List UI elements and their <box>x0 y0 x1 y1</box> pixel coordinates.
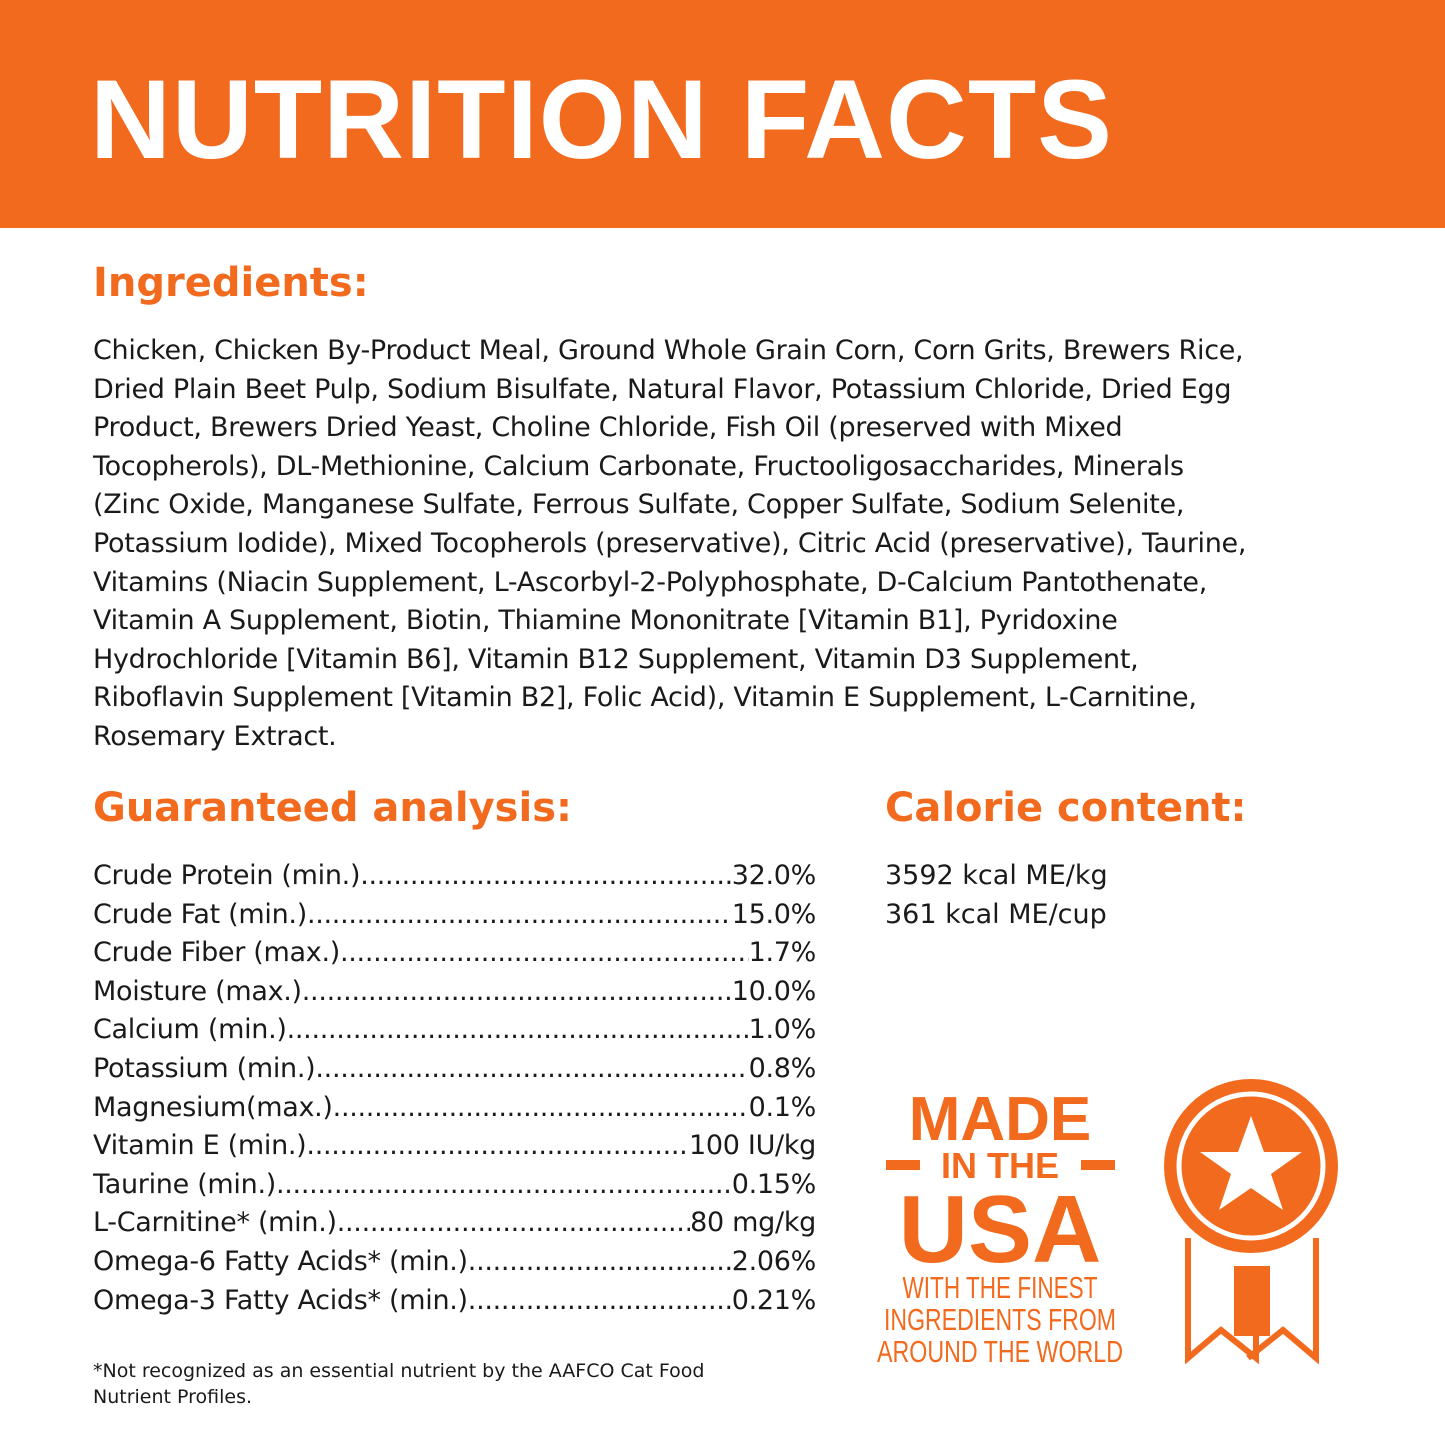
dot-leader <box>306 1127 689 1166</box>
analysis-value: 80 mg/kg <box>690 1207 816 1239</box>
analysis-row: Crude Fat (min.) 15.0% <box>93 896 816 935</box>
analysis-row: Crude Protein (min.) 32.0% <box>93 857 816 896</box>
analysis-label: Crude Fat (min.) <box>93 898 307 930</box>
analysis-row: Calcium (min.) 1.0% <box>93 1011 816 1050</box>
analysis-label: Moisture (max.) <box>93 975 302 1007</box>
dot-leader <box>333 1089 749 1128</box>
analysis-row: L-Carnitine* (min.) 80 mg/kg <box>93 1204 816 1243</box>
badge-dash-left <box>886 1160 920 1170</box>
analysis-label: Crude Fiber (max.) <box>93 937 340 969</box>
analysis-value: 0.21% <box>731 1284 816 1316</box>
analysis-label: L-Carnitine* (min.) <box>93 1207 337 1239</box>
ingredients-line: Vitamins (Niacin Supplement, L-Ascorbyl-… <box>93 566 1207 598</box>
calorie-heading: Calorie content: <box>885 785 1247 831</box>
analysis-value: 32.0% <box>731 860 816 891</box>
analysis-row: Omega-3 Fatty Acids* (min.) 0.21% <box>93 1282 816 1321</box>
ingredients-line: (Zinc Oxide, Manganese Sulfate, Ferrous … <box>93 489 1185 521</box>
analysis-row: Potassium (min.) 0.8% <box>93 1050 816 1089</box>
ingredients-line: Tocopherols), DL-Methionine, Calcium Car… <box>93 450 1184 482</box>
analysis-label: Calcium (min.) <box>93 1014 287 1046</box>
analysis-row: Taurine (min.) 0.15% <box>93 1166 816 1205</box>
analysis-label: Taurine (min.) <box>93 1168 276 1200</box>
analysis-label: Omega-3 Fatty Acids* (min.) <box>93 1284 468 1316</box>
made-in-usa-badge: MADE IN THE USA WITH THE FINEST INGREDIE… <box>877 1079 1338 1369</box>
calorie-per-kg: 3592 kcal ME/kg <box>885 860 1108 891</box>
badge-tagline-1: WITH THE FINEST <box>903 1270 1098 1305</box>
badge-tagline-3: AROUND THE WORLD <box>877 1334 1123 1369</box>
calorie-per-cup: 361 kcal ME/cup <box>885 898 1107 930</box>
analysis-row: Omega-6 Fatty Acids* (min.) 2.06% <box>93 1243 816 1282</box>
ingredients-line: Vitamin A Supplement, Biotin, Thiamine M… <box>93 605 1118 637</box>
analysis-value: 0.15% <box>731 1168 816 1200</box>
dot-leader <box>360 857 732 896</box>
dot-leader <box>302 973 732 1012</box>
ingredients-line: Product, Brewers Dried Yeast, Choline Ch… <box>93 412 1123 444</box>
footnote-line: *Not recognized as an essential nutrient… <box>93 1360 705 1382</box>
dot-leader <box>315 1050 748 1089</box>
ingredients-line: Chicken, Chicken By-Product Meal, Ground… <box>93 335 1244 366</box>
analysis-row: Moisture (max.) 10.0% <box>93 973 816 1012</box>
header-banner: NUTRITION FACTS <box>0 0 1445 228</box>
analysis-row: Crude Fiber (max.) 1.7% <box>93 934 816 973</box>
dot-leader <box>307 896 732 935</box>
dot-leader <box>287 1011 749 1050</box>
calorie-content: 3592 kcal ME/kg 361 kcal ME/cup <box>885 857 1108 934</box>
ingredients-line: Rosemary Extract. <box>93 720 337 752</box>
badge-made: MADE <box>909 1085 1092 1154</box>
analysis-value: 10.0% <box>731 975 816 1007</box>
dot-leader <box>276 1166 732 1205</box>
analysis-label: Omega-6 Fatty Acids* (min.) <box>93 1245 468 1277</box>
badge-usa: USA <box>899 1176 1102 1283</box>
analysis-value: 15.0% <box>731 898 816 930</box>
analysis-label: Potassium (min.) <box>93 1052 316 1084</box>
badge-dash-right <box>1081 1160 1115 1170</box>
footnote: *Not recognized as an essential nutrient… <box>93 1358 704 1410</box>
analysis-label: Magnesium(max.) <box>93 1091 333 1123</box>
ingredients-line: Hydrochloride [Vitamin B6], Vitamin B12 … <box>93 643 1139 675</box>
dot-leader <box>468 1243 732 1282</box>
analysis-label: Crude Protein (min.) <box>93 860 361 891</box>
page-title: NUTRITION FACTS <box>90 57 1113 182</box>
ingredients-heading: Ingredients: <box>93 260 369 306</box>
footnote-line: Nutrient Profiles. <box>93 1386 253 1408</box>
star-ribbon-medal-icon <box>1164 1079 1338 1365</box>
analysis-label: Vitamin E (min.) <box>93 1130 307 1162</box>
analysis-value: 0.1% <box>748 1091 816 1123</box>
analysis-value: 1.0% <box>748 1014 816 1046</box>
analysis-row: Magnesium(max.) 0.1% <box>93 1089 816 1128</box>
ingredients-line: Dried Plain Beet Pulp, Sodium Bisulfate,… <box>93 373 1232 405</box>
badge-tagline-2: INGREDIENTS FROM <box>884 1302 1116 1337</box>
analysis-heading: Guaranteed analysis: <box>93 785 573 831</box>
badge-in-the: IN THE <box>941 1145 1059 1186</box>
analysis-row: Vitamin E (min.) 100 IU/kg <box>93 1127 816 1166</box>
ingredients-list: Chicken, Chicken By-Product Meal, Ground… <box>93 332 1246 757</box>
analysis-value: 0.8% <box>748 1052 816 1084</box>
analysis-value: 1.7% <box>748 937 816 969</box>
ingredients-line: Potassium Iodide), Mixed Tocopherols (pr… <box>93 527 1247 559</box>
dot-leader <box>468 1282 732 1321</box>
analysis-value: 100 IU/kg <box>688 1130 816 1162</box>
dot-leader <box>337 1204 690 1243</box>
dot-leader <box>340 934 749 973</box>
analysis-value: 2.06% <box>731 1245 816 1277</box>
ingredients-line: Riboflavin Supplement [Vitamin B2], Foli… <box>93 682 1197 714</box>
guaranteed-analysis-table: Crude Protein (min.) 32.0% Crude Fat (min.… <box>93 857 816 1320</box>
